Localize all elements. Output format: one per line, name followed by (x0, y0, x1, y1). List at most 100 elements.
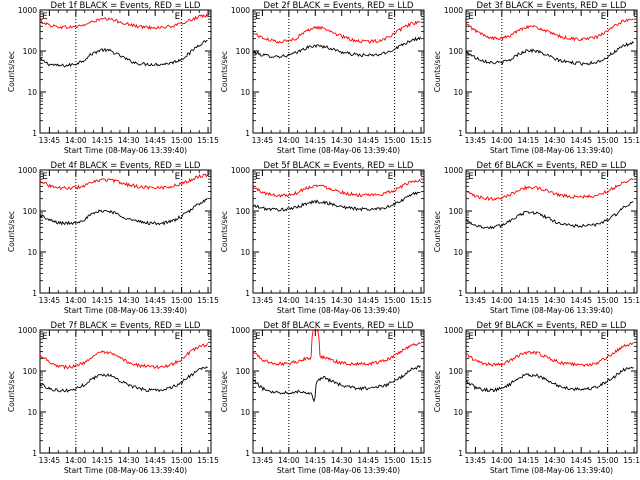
plot-frame (465, 9, 638, 134)
e-marker: E (175, 332, 181, 342)
y-tick-label: 10 (453, 248, 463, 257)
x-tick-label: 13:45 (465, 136, 487, 145)
events-trace (39, 366, 208, 393)
events-trace (465, 201, 634, 230)
lld-trace (465, 177, 634, 202)
y-tick-label: 1000 (231, 6, 250, 15)
x-tick-label: 14:15 (517, 296, 539, 305)
x-tick-label: 14:45 (570, 296, 592, 305)
x-tick-label: 14:30 (544, 456, 566, 465)
x-axis-label: Start Time (08-May-06 13:39:40) (64, 466, 187, 475)
x-tick-label: 14:00 (491, 296, 513, 305)
y-tick-label: 1000 (18, 6, 37, 15)
plot-frame (39, 9, 212, 134)
detector-panel-6: Det 6f BLACK = Events, RED = LLD Counts/s… (433, 161, 640, 315)
detector-panel-3: Det 3f BLACK = Events, RED = LLD Counts/s… (433, 1, 640, 155)
x-tick-label: 14:00 (491, 136, 513, 145)
x-tick-label: 13:45 (252, 456, 274, 465)
y-axis-label: Counts/sec (7, 51, 16, 92)
detector-panel-5: Det 5f BLACK = Events, RED = LLD Counts/s… (220, 161, 432, 315)
e-marker: E (255, 332, 261, 342)
x-tick-label: 14:15 (91, 136, 113, 145)
panel-title: Det 1f BLACK = Events, RED = LLD (51, 1, 201, 11)
panel-title: Det 6f BLACK = Events, RED = LLD (477, 161, 627, 171)
x-tick-label: 15:15 (623, 456, 640, 465)
x-tick-label: 14:45 (144, 456, 166, 465)
x-tick-label: 14:45 (144, 136, 166, 145)
x-tick-label: 14:00 (278, 136, 300, 145)
plot-frame (39, 169, 212, 294)
events-trace (465, 366, 634, 393)
y-tick-label: 1000 (444, 6, 463, 15)
y-tick-label: 10 (27, 408, 37, 417)
x-tick-label: 15:00 (597, 296, 619, 305)
x-tick-label: 14:00 (278, 456, 300, 465)
x-tick-label: 15:00 (384, 136, 406, 145)
y-tick-label: 1 (245, 129, 250, 138)
y-axis-label: Counts/sec (220, 371, 229, 412)
y-tick-label: 1000 (444, 166, 463, 175)
events-trace (252, 365, 421, 403)
x-tick-label: 13:45 (252, 296, 274, 305)
lld-trace (252, 20, 421, 44)
detector-panel-2: Det 2f BLACK = Events, RED = LLD Counts/s… (220, 1, 432, 155)
plot-frame (252, 329, 425, 454)
x-tick-label: 14:45 (570, 456, 592, 465)
x-tick-label: 15:00 (171, 456, 193, 465)
x-tick-label: 14:30 (544, 296, 566, 305)
plot-frame (252, 9, 425, 134)
e-marker: E (468, 332, 474, 342)
x-tick-label: 15:15 (410, 456, 432, 465)
y-tick-label: 1000 (444, 326, 463, 335)
x-tick-label: 15:00 (384, 456, 406, 465)
y-tick-label: 1 (458, 289, 463, 298)
panel-title: Det 9f BLACK = Events, RED = LLD (477, 321, 627, 331)
y-axis-label: Counts/sec (220, 51, 229, 92)
detector-panel-9: Det 9f BLACK = Events, RED = LLD Counts/s… (433, 321, 640, 475)
x-tick-label: 14:45 (357, 136, 379, 145)
y-tick-label: 1 (245, 449, 250, 458)
x-tick-label: 15:15 (623, 296, 640, 305)
x-tick-label: 14:15 (517, 456, 539, 465)
panel-title: Det 2f BLACK = Events, RED = LLD (264, 1, 414, 11)
y-tick-label: 10 (27, 88, 37, 97)
x-tick-label: 14:30 (118, 136, 140, 145)
y-tick-label: 100 (23, 47, 38, 56)
x-axis-label: Start Time (08-May-06 13:39:40) (490, 306, 613, 315)
lld-trace (39, 343, 208, 370)
x-tick-label: 14:15 (304, 296, 326, 305)
x-tick-label: 14:15 (91, 456, 113, 465)
x-tick-label: 15:00 (597, 456, 619, 465)
events-trace (465, 41, 634, 66)
detector-panel-1: Det 1f BLACK = Events, RED = LLD Counts/s… (7, 1, 219, 155)
e-marker: E (388, 172, 394, 182)
y-tick-label: 100 (236, 367, 251, 376)
x-tick-label: 15:00 (384, 296, 406, 305)
x-tick-label: 14:30 (118, 296, 140, 305)
panel-title: Det 5f BLACK = Events, RED = LLD (264, 161, 414, 171)
y-tick-label: 1000 (18, 166, 37, 175)
events-trace (252, 191, 421, 212)
x-tick-label: 14:15 (304, 456, 326, 465)
y-tick-label: 1 (458, 449, 463, 458)
x-tick-label: 14:30 (118, 456, 140, 465)
y-tick-label: 100 (449, 367, 464, 376)
x-axis-label: Start Time (08-May-06 13:39:40) (64, 146, 187, 155)
y-tick-label: 10 (240, 88, 250, 97)
y-tick-label: 1000 (18, 326, 37, 335)
e-marker: E (388, 12, 394, 22)
e-marker: E (601, 172, 607, 182)
x-axis-label: Start Time (08-May-06 13:39:40) (277, 466, 400, 475)
lld-trace (39, 173, 208, 191)
x-tick-label: 15:00 (597, 136, 619, 145)
y-axis-label: Counts/sec (433, 371, 442, 412)
x-tick-label: 14:00 (65, 456, 87, 465)
e-marker: E (255, 12, 261, 22)
e-marker: E (255, 172, 261, 182)
y-tick-label: 1 (458, 129, 463, 138)
x-tick-label: 14:00 (65, 296, 87, 305)
y-tick-label: 10 (453, 408, 463, 417)
x-axis-label: Start Time (08-May-06 13:39:40) (490, 466, 613, 475)
x-tick-label: 14:00 (65, 136, 87, 145)
